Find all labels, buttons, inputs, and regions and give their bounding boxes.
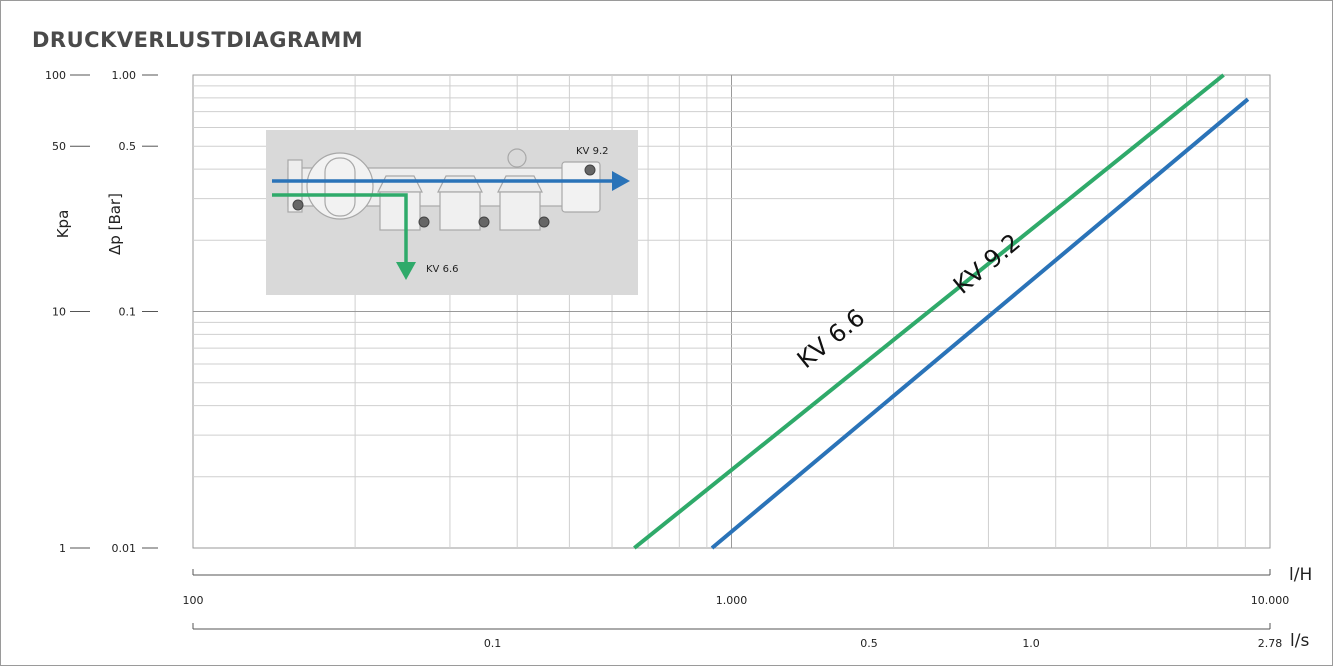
end-screw-icon bbox=[584, 164, 596, 176]
x-tick-label: 100 bbox=[183, 594, 204, 607]
branch-flow-arrowhead-icon bbox=[396, 262, 416, 280]
x-tick-label: 10.000 bbox=[1251, 594, 1290, 607]
inset-label-kv66: KV 6.6 bbox=[426, 264, 458, 275]
x-axis-unit: l/H bbox=[1289, 565, 1312, 585]
outlet-screw-icon bbox=[418, 216, 430, 228]
grid bbox=[192, 74, 1271, 549]
inlet-screw-icon bbox=[292, 199, 304, 211]
outlet-screw-icon bbox=[478, 216, 490, 228]
y2-tick-label: 100 bbox=[45, 69, 66, 82]
y-tick-label: 0.01 bbox=[112, 542, 137, 555]
x-tick-label: 1.000 bbox=[716, 594, 748, 607]
chart-title: DRUCKVERLUSTDIAGRAMM bbox=[32, 28, 364, 52]
y2-tick-label: 50 bbox=[52, 140, 66, 153]
series-kv66-line bbox=[633, 73, 1225, 550]
valve-inset: KV 9.2 KV 6.6 bbox=[266, 130, 638, 295]
y-axis-label: Δp [Bar] bbox=[106, 193, 124, 255]
y-tick-label: 0.5 bbox=[119, 140, 137, 153]
valve-head-icon bbox=[306, 152, 374, 220]
outlet-body-icon bbox=[499, 191, 541, 231]
curve-label-kv92: KV 9.2 bbox=[948, 228, 1026, 300]
through-flow-arrowhead-icon bbox=[612, 171, 630, 191]
outlet-cap-icon bbox=[497, 175, 543, 193]
valve-knob-icon bbox=[324, 157, 356, 217]
series bbox=[633, 73, 1250, 550]
inset-label-kv92: KV 9.2 bbox=[576, 146, 608, 157]
series-kv92-line bbox=[710, 97, 1250, 550]
manifold-inlet-icon bbox=[287, 159, 303, 213]
outlet-body-icon bbox=[379, 191, 421, 231]
y-tick-label: 0.1 bbox=[119, 306, 137, 319]
labels: KV 6.6KV 9.2 bbox=[792, 228, 1026, 374]
outlet-body-icon bbox=[439, 191, 481, 231]
outlet-screw-icon bbox=[538, 216, 550, 228]
x2-tick-label: 0.5 bbox=[860, 637, 878, 650]
outlet-cap-icon bbox=[377, 175, 423, 193]
branch-flow-arrow bbox=[272, 193, 408, 264]
x2-tick-label: 2.78 bbox=[1258, 637, 1283, 650]
x2-axis-unit: l/s bbox=[1290, 631, 1309, 651]
y2-tick-label: 10 bbox=[52, 306, 66, 319]
vent-icon bbox=[507, 148, 527, 168]
x2-tick-label: 0.1 bbox=[484, 637, 502, 650]
y2-tick-label: 1 bbox=[59, 542, 66, 555]
y-tick-label: 1.00 bbox=[112, 69, 137, 82]
outlet-cap-icon bbox=[437, 175, 483, 193]
y2-axis-label: Kpa bbox=[54, 210, 72, 239]
x2-tick-label: 1.0 bbox=[1022, 637, 1040, 650]
